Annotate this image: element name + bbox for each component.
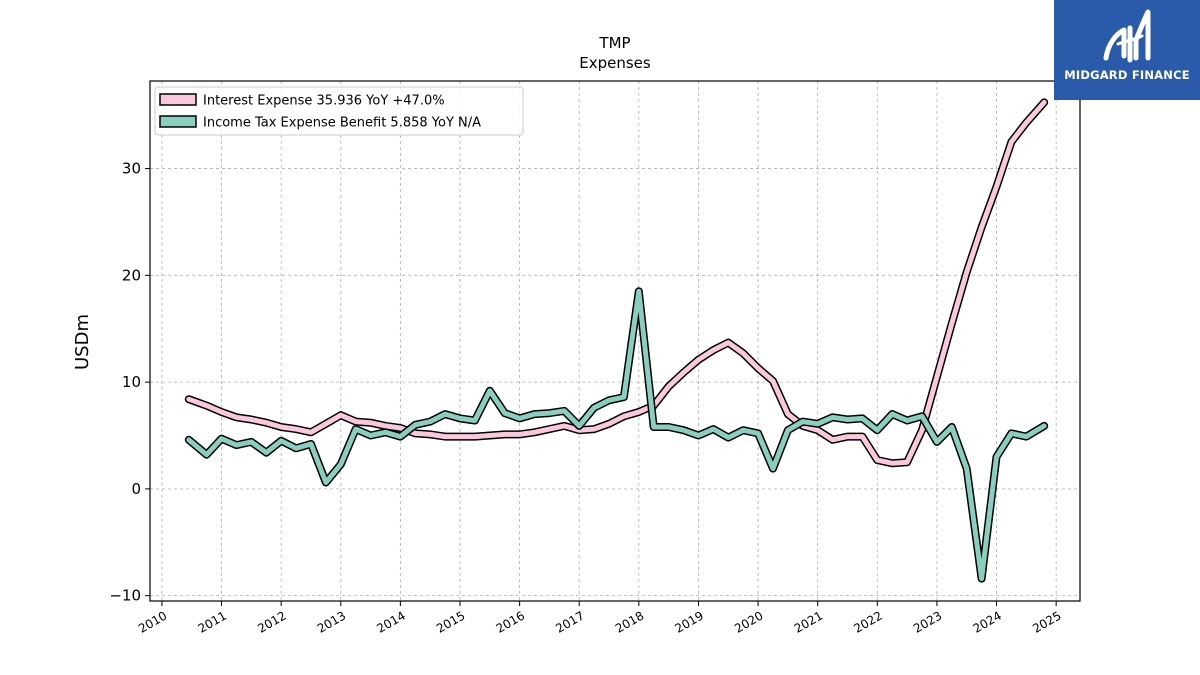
y-tick-label: 20 xyxy=(122,266,141,284)
plot-area-frame xyxy=(149,80,1081,602)
x-tick-label: 2024 xyxy=(971,608,1004,635)
legend-swatch-interest-expense xyxy=(159,93,197,106)
x-tick-label: 2022 xyxy=(851,608,884,635)
y-tick-label: 10 xyxy=(122,373,141,391)
y-tick-label: 0 xyxy=(131,480,141,498)
brand-name: MIDGARD FINANCE xyxy=(1064,68,1190,82)
x-tick-label: 2017 xyxy=(553,608,586,635)
series-layer xyxy=(184,98,1049,583)
grid xyxy=(150,81,1080,601)
axis-ticks: 2010 2011 2012 2013 2014 2015 2016 2017 2018 2019… xyxy=(109,160,1063,636)
legend: Interest Expense 35.936 YoY +47.0% Incom… xyxy=(154,86,524,136)
x-tick-label: 2020 xyxy=(732,608,765,635)
brand-logo: MIDGARD FINANCE xyxy=(1054,0,1200,100)
x-tick-label: 2012 xyxy=(255,608,288,635)
x-tick-label: 2019 xyxy=(673,608,706,635)
logo-mark-icon xyxy=(1103,9,1151,63)
x-tick-label: 2011 xyxy=(196,608,229,635)
x-tick-label: 2013 xyxy=(315,608,348,635)
legend-label-interest-expense: Interest Expense 35.936 YoY +47.0% xyxy=(203,94,445,109)
legend-swatch-income-tax xyxy=(159,115,197,128)
y-tick-label: 30 xyxy=(122,160,141,178)
x-tick-label: 2014 xyxy=(374,608,407,635)
legend-frame xyxy=(154,86,524,136)
x-tick-label: 2023 xyxy=(911,608,944,635)
series-income-tax-expense-benefit-line xyxy=(186,288,1047,582)
y-axis-label: USDm xyxy=(72,314,93,370)
x-tick-label: 2021 xyxy=(792,608,825,635)
legend-label-income-tax: Income Tax Expense Benefit 5.858 YoY N/A xyxy=(203,116,481,131)
x-tick-label: 2018 xyxy=(613,608,646,635)
y-tick-label: −10 xyxy=(109,587,141,605)
x-tick-label: 2015 xyxy=(434,608,467,635)
chart-title: TMP xyxy=(598,34,630,52)
x-tick-label: 2010 xyxy=(136,608,169,635)
series-interest-expense-line xyxy=(186,99,1047,466)
series-interest-expense-outline xyxy=(184,98,1049,468)
chart-subtitle: Expenses xyxy=(579,54,651,72)
x-tick-label: 2016 xyxy=(494,608,527,635)
x-tick-label: 2025 xyxy=(1030,608,1063,635)
